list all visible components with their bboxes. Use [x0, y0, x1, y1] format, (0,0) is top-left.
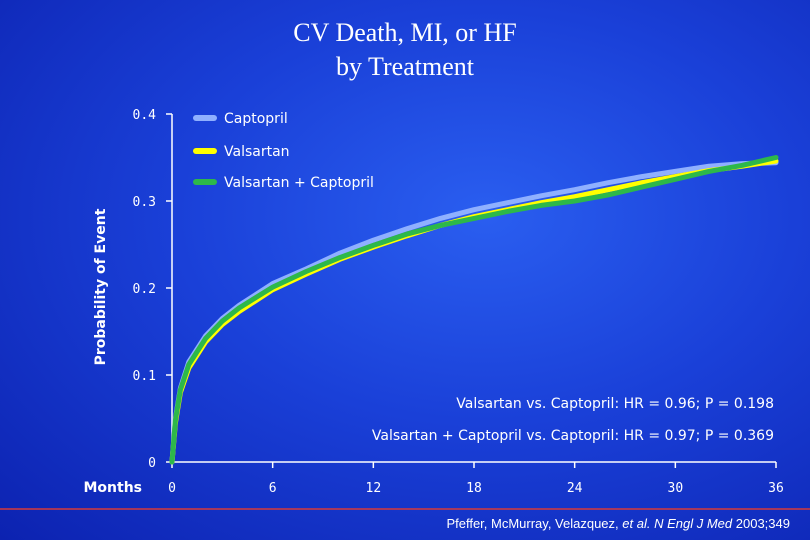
citation-ref: 2003;349: [735, 516, 790, 531]
x-tick-label: 24: [567, 481, 583, 496]
annotation-hr-combination: Valsartan + Captopril vs. Captopril: HR …: [372, 428, 774, 444]
chart-subtitle: by Treatment: [336, 52, 474, 81]
y-axis-label: Probability of Event: [93, 208, 109, 365]
y-tick-label: 0: [148, 456, 156, 471]
x-tick-label: 0: [168, 481, 176, 496]
citation-journal: N Engl J Med: [654, 516, 733, 531]
y-tick-label: 0.4: [133, 108, 157, 123]
citation-authors: Pfeffer, McMurray, Velazquez,: [446, 516, 619, 531]
x-tick-label: 36: [768, 481, 784, 496]
chart-title: CV Death, MI, or HF: [293, 18, 517, 47]
x-axis-label: Months: [83, 480, 142, 496]
series-line-1: [169, 160, 779, 465]
series-line-2: [169, 158, 779, 465]
y-tick-label: 0.1: [133, 369, 156, 384]
legend-label-2: Valsartan: [224, 144, 290, 160]
y-tick-label: 0.3: [133, 195, 156, 210]
annotation-hr-valsartan: Valsartan vs. Captopril: HR = 0.96; P = …: [456, 396, 774, 412]
x-tick-label: 12: [366, 481, 382, 496]
legend-label-3: Valsartan + Captopril: [224, 175, 374, 191]
y-tick-label: 0.2: [133, 282, 156, 297]
citation: Pfeffer, McMurray, Velazquez, et al. N E…: [0, 516, 790, 531]
citation-etal: et al.: [622, 516, 651, 531]
x-tick-label: 30: [668, 481, 684, 496]
x-tick-label: 18: [466, 481, 482, 496]
x-tick-label: 6: [269, 481, 277, 496]
legend-label-1: Captopril: [224, 111, 288, 127]
series-line-3: [169, 155, 779, 465]
